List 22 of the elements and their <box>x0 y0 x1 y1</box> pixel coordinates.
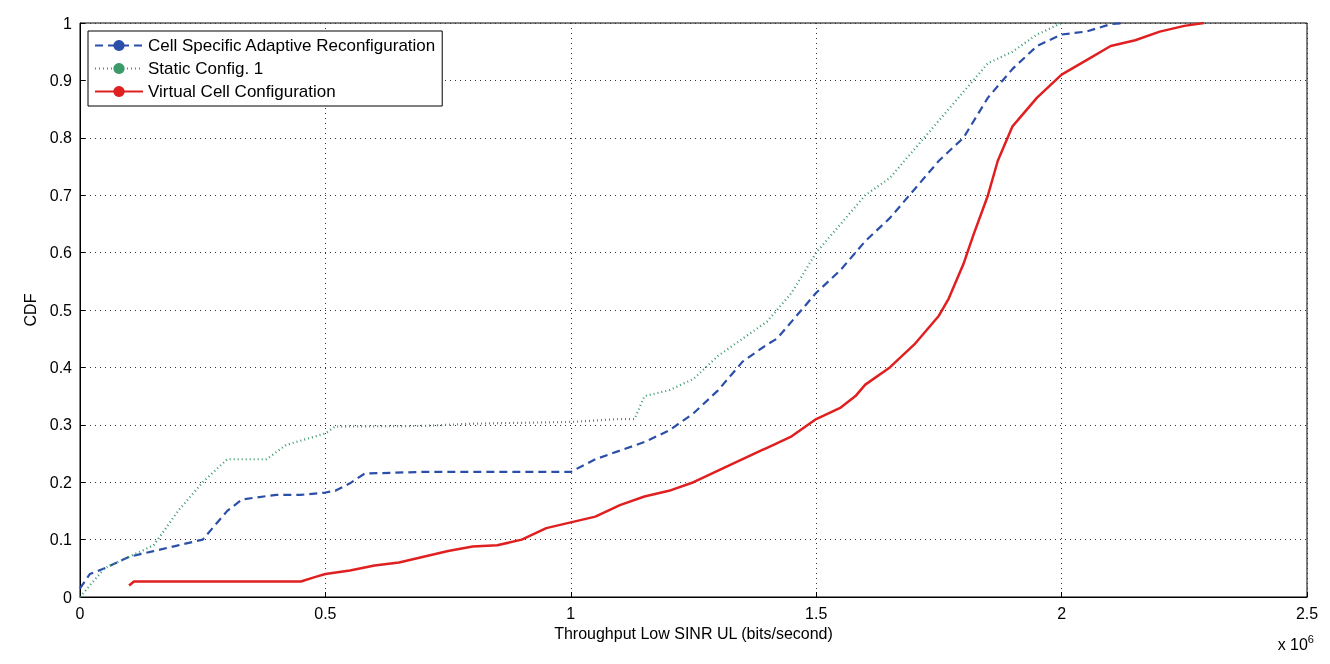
y-tick-label: 0.7 <box>49 186 73 204</box>
y-tick-label: 0.6 <box>49 244 73 262</box>
x-tick-label: 0.5 <box>314 604 337 622</box>
y-tick-label: 0.8 <box>49 129 73 147</box>
x-axis-title: Throughput Low SINR UL (bits/second) <box>554 625 833 643</box>
legend-label: Static Config. 1 <box>148 59 264 78</box>
y-tick-label: 1 <box>63 14 73 32</box>
y-tick-label: 0.2 <box>49 473 73 491</box>
y-tick-label: 0.5 <box>49 301 73 319</box>
x-tick-label: 2.5 <box>1295 604 1319 622</box>
x-tick-label: 1 <box>566 604 576 622</box>
x-tick-label: 2 <box>1057 604 1067 622</box>
legend-label: Virtual Cell Configuration <box>148 82 336 101</box>
y-tick-label: 0.1 <box>49 531 73 549</box>
x-tick-label: 0 <box>75 604 85 622</box>
x-tick-label: 1.5 <box>805 604 828 622</box>
y-tick-label: 0.9 <box>49 71 73 89</box>
y-tick-label: 0.3 <box>49 416 73 434</box>
y-tick-label: 0.4 <box>49 358 73 376</box>
y-axis-title: CDF <box>21 293 39 327</box>
y-tick-label: 0 <box>63 588 73 606</box>
legend-label: Cell Specific Adaptive Reconfiguration <box>148 36 436 55</box>
